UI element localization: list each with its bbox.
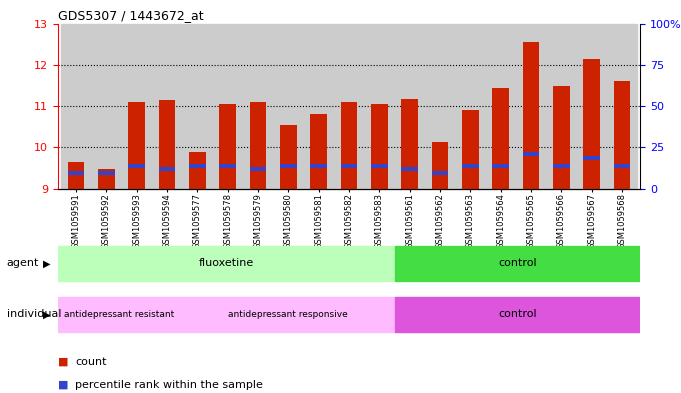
Bar [401,99,418,189]
Bar [614,164,631,168]
Text: individual: individual [7,309,61,320]
Bar [129,102,145,189]
Bar [462,110,479,189]
Text: agent: agent [7,258,39,268]
Bar [553,164,569,168]
Bar [522,42,539,189]
Bar [584,59,600,189]
Bar [492,164,509,168]
Text: antidepressant responsive: antidepressant responsive [228,310,347,319]
Bar [334,24,364,189]
Bar [522,151,539,156]
Bar [576,24,607,189]
Bar [159,100,176,189]
Bar [546,24,576,189]
Bar [395,246,640,281]
Bar [395,297,640,332]
Text: antidepressant resistant: antidepressant resistant [64,310,174,319]
Bar [58,246,395,281]
Bar [189,164,206,168]
Bar [394,24,425,189]
Bar [371,164,387,168]
Bar [455,24,486,189]
Text: ■: ■ [58,380,68,390]
Bar [371,104,387,189]
Text: percentile rank within the sample: percentile rank within the sample [75,380,263,390]
Bar [129,164,145,168]
Bar [180,297,395,332]
Bar [189,151,206,189]
Bar [122,24,152,189]
Bar [462,164,479,168]
Bar [340,102,358,189]
Text: fluoxetine: fluoxetine [199,258,254,268]
Bar [607,24,637,189]
Bar [159,167,176,171]
Text: count: count [75,356,106,367]
Bar [516,24,546,189]
Bar [432,142,448,189]
Bar [152,24,183,189]
Bar [311,164,327,168]
Bar [340,164,358,168]
Bar [486,24,516,189]
Bar [614,81,631,189]
Text: ▶: ▶ [43,309,50,320]
Bar [183,24,212,189]
Bar [67,171,84,175]
Bar [280,125,297,189]
Bar [98,169,114,189]
Text: GDS5307 / 1443672_at: GDS5307 / 1443672_at [58,9,204,22]
Bar [553,86,569,189]
Bar [58,297,180,332]
Bar [401,167,418,171]
Bar [250,167,266,171]
Text: ▶: ▶ [43,258,50,268]
Bar [364,24,394,189]
Bar [311,114,327,189]
Text: control: control [498,309,537,320]
Bar [98,171,114,175]
Bar [250,102,266,189]
Bar [91,24,122,189]
Bar [280,164,297,168]
Text: ■: ■ [58,356,68,367]
Bar [432,171,448,175]
Bar [584,156,600,160]
Text: control: control [498,258,537,268]
Bar [243,24,273,189]
Bar [273,24,304,189]
Bar [61,24,91,189]
Bar [219,104,236,189]
Bar [492,88,509,189]
Bar [219,164,236,168]
Bar [425,24,455,189]
Bar [304,24,334,189]
Bar [212,24,243,189]
Bar [67,162,84,189]
